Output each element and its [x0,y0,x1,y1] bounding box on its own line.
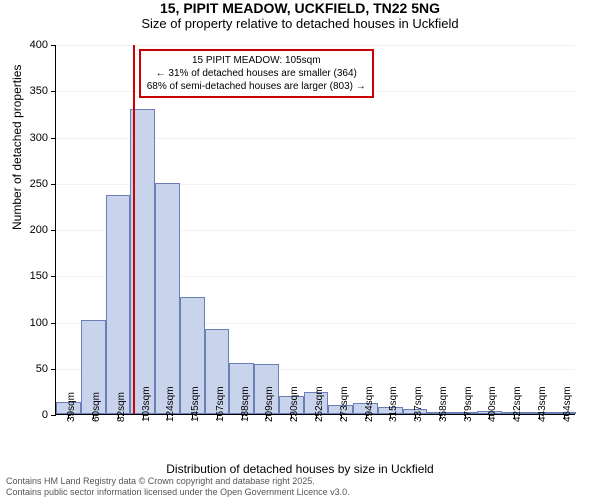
y-tick [51,415,56,416]
x-tick-label: 273sqm [339,386,350,422]
chart-subtitle: Size of property relative to detached ho… [0,16,600,31]
x-tick-label: 124sqm [165,386,176,422]
footer-line-1: Contains HM Land Registry data © Crown c… [6,476,350,487]
y-tick-label: 300 [30,132,48,144]
y-tick [51,138,56,139]
y-tick [51,230,56,231]
plot-region: 05010015020025030035040039sqm60sqm82sqm1… [55,45,575,415]
y-tick-label: 0 [42,409,48,421]
x-tick-label: 145sqm [190,386,201,422]
x-tick-label: 103sqm [141,386,152,422]
x-tick-label: 188sqm [240,386,251,422]
y-tick-label: 100 [30,317,48,329]
x-tick-label: 60sqm [91,392,102,422]
anno-line: ← 31% of detached houses are smaller (36… [147,67,366,80]
x-tick-label: 252sqm [314,386,325,422]
y-tick-label: 400 [30,39,48,51]
y-tick [51,91,56,92]
y-tick [51,45,56,46]
x-tick-label: 209sqm [264,386,275,422]
chart-area: 05010015020025030035040039sqm60sqm82sqm1… [55,45,575,415]
x-tick-label: 337sqm [413,386,424,422]
y-tick-label: 150 [30,270,48,282]
x-tick-label: 230sqm [289,386,300,422]
x-tick-label: 422sqm [512,386,523,422]
y-tick-label: 50 [36,363,48,375]
y-tick-label: 200 [30,224,48,236]
chart-title: 15, PIPIT MEADOW, UCKFIELD, TN22 5NG [0,0,600,16]
x-tick-label: 167sqm [215,386,226,422]
footer-text: Contains HM Land Registry data © Crown c… [6,476,350,498]
y-tick-label: 350 [30,85,48,97]
x-tick-label: 315sqm [388,386,399,422]
footer-line-2: Contains public sector information licen… [6,487,350,498]
x-axis-label: Distribution of detached houses by size … [0,462,600,476]
x-tick-label: 82sqm [116,392,127,422]
x-tick-label: 39sqm [66,392,77,422]
histogram-bar [155,183,180,414]
x-tick-label: 294sqm [364,386,375,422]
histogram-bar [106,195,131,414]
x-tick-label: 358sqm [438,386,449,422]
anno-line: 15 PIPIT MEADOW: 105sqm [147,54,366,67]
anno-line: 68% of semi-detached houses are larger (… [147,80,366,93]
y-axis-label: Number of detached properties [10,65,24,230]
annotation-box: 15 PIPIT MEADOW: 105sqm← 31% of detached… [139,49,374,98]
x-tick-label: 400sqm [487,386,498,422]
property-marker-line [133,45,135,414]
x-tick-label: 443sqm [537,386,548,422]
x-tick-label: 464sqm [562,386,573,422]
y-tick [51,323,56,324]
x-tick-label: 379sqm [463,386,474,422]
y-tick [51,184,56,185]
y-tick-label: 250 [30,178,48,190]
y-tick [51,276,56,277]
y-tick [51,369,56,370]
